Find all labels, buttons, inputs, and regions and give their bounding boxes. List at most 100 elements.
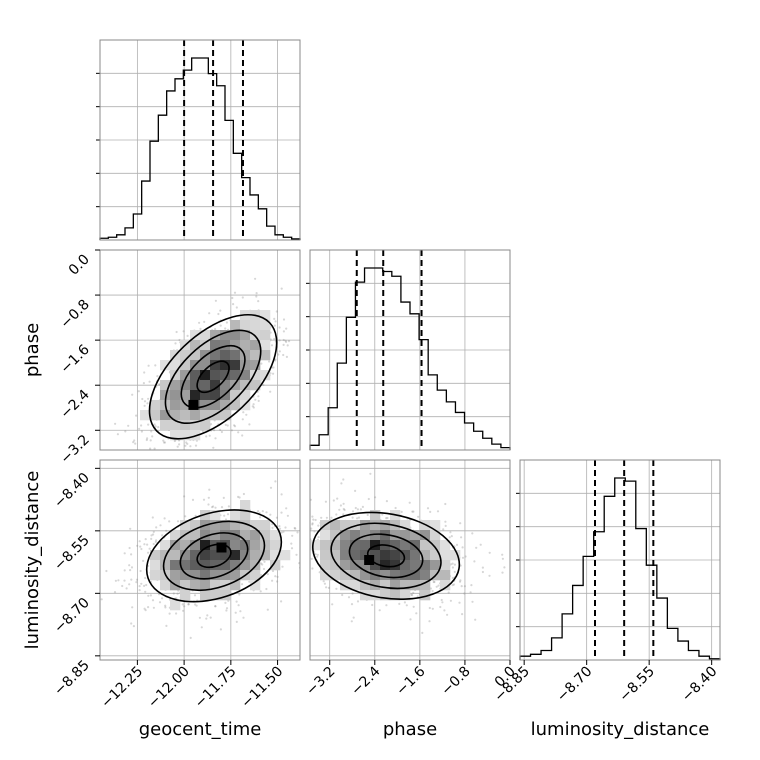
ytick-label-phase: −0.8 <box>57 297 92 332</box>
scatter-point <box>441 601 444 604</box>
scatter-point <box>143 400 147 403</box>
density-cell <box>200 550 211 561</box>
density-cell <box>370 530 381 541</box>
density-cell <box>400 580 411 591</box>
density-cell <box>230 570 241 581</box>
scatter-point <box>184 444 187 447</box>
density-cell <box>150 400 161 411</box>
scatter-point <box>154 425 157 428</box>
scatter-point <box>481 570 484 574</box>
scatter-point <box>251 405 254 408</box>
scatter-point <box>463 585 466 588</box>
density-cell <box>180 580 191 591</box>
density-cell <box>330 560 341 571</box>
scatter-point <box>158 383 161 386</box>
scatter-point <box>187 453 189 455</box>
density-cell <box>420 560 431 571</box>
xtick-label-luminosity_distance: −8.55 <box>616 664 658 706</box>
scatter-point <box>460 585 463 588</box>
scatter-point <box>248 580 251 583</box>
scatter-point <box>449 599 452 602</box>
density-cell <box>160 420 171 431</box>
density-cell <box>210 380 221 391</box>
scatter-point <box>168 612 171 615</box>
scatter-point <box>265 587 268 591</box>
scatter-point <box>359 508 362 511</box>
density-cell <box>240 520 251 531</box>
scatter-point <box>144 538 147 541</box>
scatter-point <box>175 330 178 334</box>
density-cell <box>400 550 411 561</box>
density-cell <box>220 330 231 341</box>
scatter-point <box>142 382 145 385</box>
scatter-point <box>400 510 403 513</box>
scatter-point <box>209 616 212 619</box>
scatter-point <box>131 606 134 609</box>
scatter-point <box>238 593 241 596</box>
scatter-point <box>129 527 132 530</box>
xtick-label-luminosity_distance: −8.70 <box>554 664 596 706</box>
density-cell <box>170 410 181 421</box>
density-cell <box>350 550 361 561</box>
scatter-point <box>148 547 151 550</box>
scatter-point <box>182 330 185 333</box>
scatter-point <box>301 554 303 556</box>
histogram-geocent_time <box>99 57 301 240</box>
contour-level-0 <box>196 360 230 394</box>
scatter-point <box>105 569 108 573</box>
scatter-point <box>152 530 155 534</box>
scatter-point <box>481 566 484 569</box>
density-cell <box>200 330 211 341</box>
scatter-point <box>150 534 153 537</box>
scatter-point <box>127 424 130 427</box>
density-cell <box>270 560 281 571</box>
scatter-point <box>301 548 303 550</box>
scatter-point <box>255 295 258 298</box>
scatter-point <box>223 514 226 517</box>
scatter-point <box>278 350 281 353</box>
scatter-point <box>146 402 149 405</box>
density-cell <box>360 520 371 531</box>
scatter-point <box>285 340 288 343</box>
scatter-point <box>163 517 166 520</box>
xtick-label-geocent_time: −12.00 <box>145 664 193 712</box>
density-cell <box>220 380 231 391</box>
density-cell <box>210 370 221 381</box>
scatter-point <box>342 502 345 505</box>
scatter-point <box>207 503 210 506</box>
scatter-point <box>183 495 186 498</box>
scatter-point <box>175 597 178 600</box>
density-cell <box>170 560 181 571</box>
scatter-point <box>252 406 255 409</box>
scatter-point <box>317 536 320 539</box>
scatter-point <box>291 534 294 537</box>
scatter-point <box>317 524 320 527</box>
scatter-point <box>342 507 345 511</box>
density-cell <box>250 540 261 551</box>
scatter-point <box>135 578 139 581</box>
scatter-point <box>151 435 154 438</box>
scatter-point <box>265 511 268 514</box>
density-cell <box>210 580 221 591</box>
density-cell <box>230 380 241 391</box>
scatter-point <box>186 334 189 337</box>
scatter-point <box>182 609 185 612</box>
scatter-point <box>211 506 214 509</box>
scatter-point <box>190 451 192 453</box>
scatter-point <box>463 592 466 595</box>
scatter-point <box>473 560 476 563</box>
density-cell <box>190 430 201 441</box>
scatter-point <box>269 486 273 489</box>
scatter-point <box>163 441 167 444</box>
density-cell <box>260 320 271 331</box>
scatter-point <box>277 353 280 356</box>
scatter-point <box>280 511 283 514</box>
scatter-point <box>367 497 370 501</box>
scatter-point <box>282 530 285 533</box>
density-cell <box>240 330 251 341</box>
density-cell <box>380 550 391 561</box>
density-cell <box>240 370 251 381</box>
density-cell <box>250 570 261 581</box>
scatter-point <box>225 321 228 324</box>
density-cell <box>390 570 401 581</box>
